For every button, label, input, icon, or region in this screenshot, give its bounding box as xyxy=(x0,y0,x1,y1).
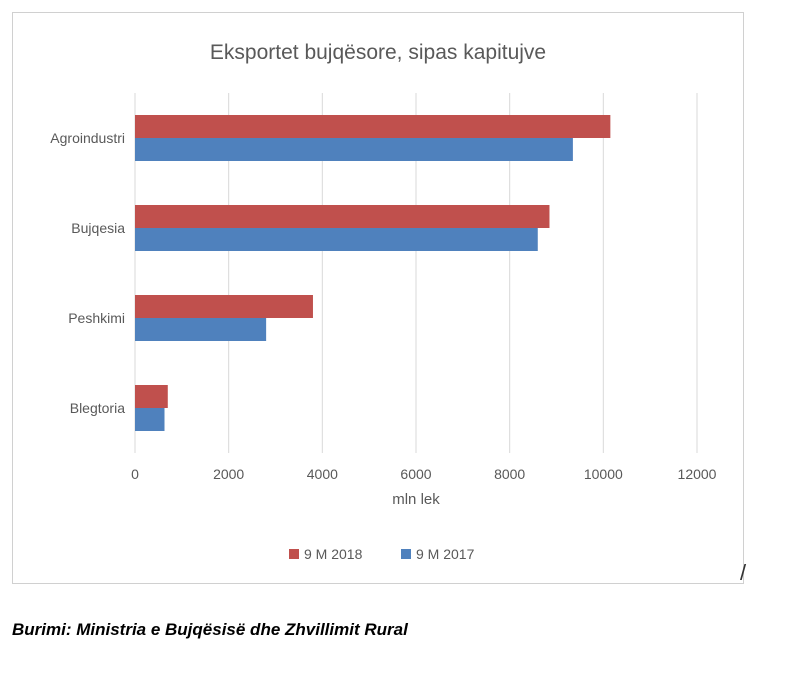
bar xyxy=(135,408,165,431)
bar xyxy=(135,205,550,228)
x-tick-label: 6000 xyxy=(400,466,431,482)
category-label: Agroindustri xyxy=(50,130,125,146)
category-label: Blegtoria xyxy=(70,400,125,416)
chart-title: Eksportet bujqësore, sipas kapitujve xyxy=(210,41,546,64)
legend-swatch xyxy=(289,549,299,559)
legend-label: 9 M 2017 xyxy=(416,546,475,562)
chart-frame: Eksportet bujqësore, sipas kapitujve 0 20… xyxy=(12,12,744,584)
chart: Eksportet bujqësore, sipas kapitujve 0 20… xyxy=(50,41,717,562)
legend-label: 9 M 2018 xyxy=(304,546,363,562)
bar xyxy=(135,318,267,341)
x-tick-label: 10000 xyxy=(584,466,623,482)
x-tick-label: 12000 xyxy=(678,466,717,482)
x-axis-label: mln lek xyxy=(392,491,440,508)
category-label: Bujqesia xyxy=(71,220,125,236)
legend-swatch xyxy=(401,549,411,559)
bar xyxy=(135,115,611,138)
category-label: Peshkimi xyxy=(68,310,125,326)
legend: 9 M 2018 9 M 2017 xyxy=(289,546,475,562)
source-caption: Burimi: Ministria e Bujqësisë dhe Zhvill… xyxy=(12,620,408,639)
bar xyxy=(135,385,168,408)
bar xyxy=(135,228,538,251)
x-tick-label: 2000 xyxy=(213,466,244,482)
x-tick-label: 8000 xyxy=(494,466,525,482)
bar xyxy=(135,295,313,318)
x-tick-label: 4000 xyxy=(307,466,338,482)
stray-mark: / xyxy=(740,560,747,585)
bar xyxy=(135,138,573,161)
x-tick-label: 0 xyxy=(131,466,139,482)
